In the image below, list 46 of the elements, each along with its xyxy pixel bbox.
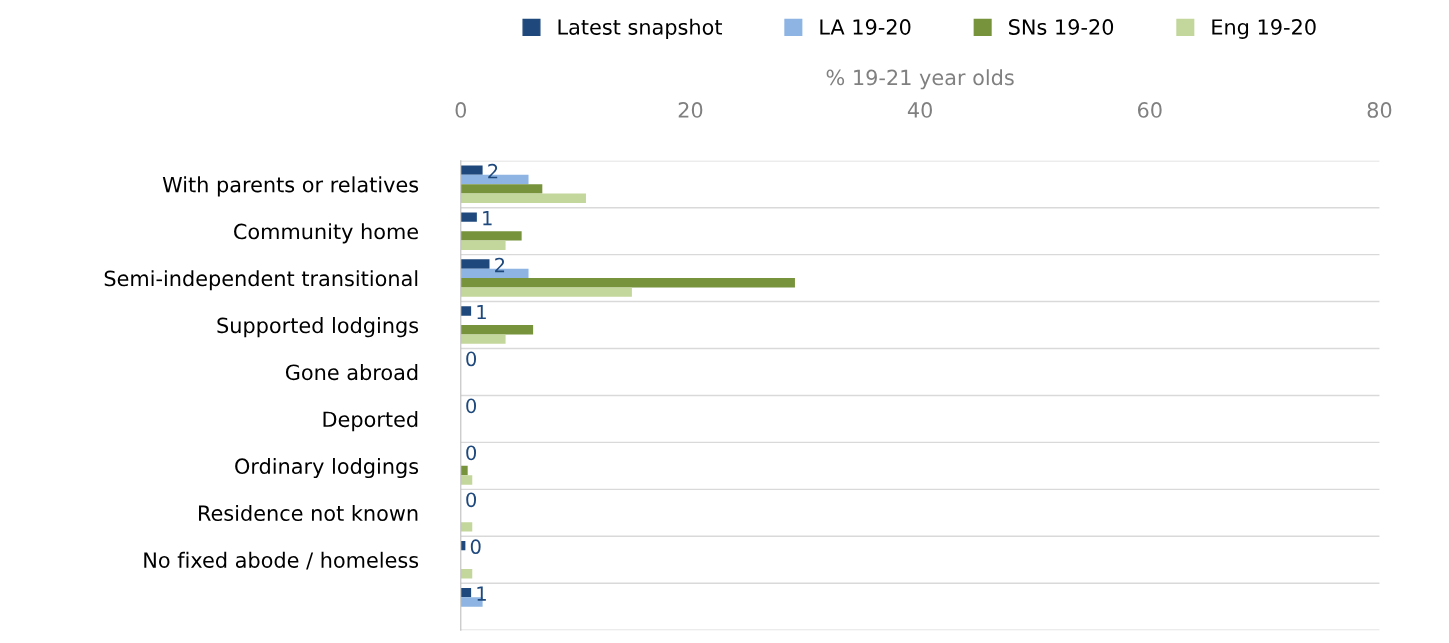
y-tick-label: Residence not known [199, 504, 418, 521]
data-label: 0 [466, 351, 477, 367]
x-tick-label: 0 [455, 102, 467, 118]
data-label: 0 [466, 445, 477, 461]
y-tick-label: Gone abroad [285, 364, 418, 381]
bar [460, 306, 472, 316]
x-axis-title: % 19-21 year olds [826, 69, 1014, 90]
legend-label: LA 19-20 [820, 19, 911, 35]
bar [460, 278, 795, 288]
legend-label: SNs 19-20 [1009, 19, 1114, 35]
x-tick-label: 80 [1367, 102, 1392, 118]
bar [460, 212, 477, 222]
data-label: 1 [477, 586, 486, 601]
bar [460, 475, 473, 485]
x-tick-label: 40 [907, 102, 932, 118]
x-tick-label: 20 [678, 102, 703, 118]
bar [460, 569, 473, 579]
legend-label: Eng 19-20 [1212, 19, 1316, 39]
data-label: 0 [466, 492, 477, 508]
bar [460, 522, 473, 532]
data-label: 1 [483, 211, 492, 226]
bar [460, 334, 506, 344]
data-label: 0 [466, 398, 477, 414]
y-tick-label: Deported [323, 411, 418, 432]
y-tick-label: Community home [234, 223, 419, 244]
bar [460, 287, 632, 297]
data-label: 0 [470, 539, 481, 555]
x-tick-label: 60 [1137, 102, 1162, 118]
y-tick-label: No fixed abode / homeless [144, 551, 419, 570]
bar [460, 231, 522, 241]
bar [460, 587, 472, 598]
bar [460, 259, 490, 269]
y-tick-label: With parents or relatives [162, 176, 419, 197]
bar [460, 184, 543, 194]
legend-label: Latest snapshot [558, 18, 723, 39]
y-tick-label: Supported lodgings [217, 317, 419, 338]
bar [460, 240, 506, 250]
data-label: 2 [488, 163, 498, 179]
bar [460, 325, 534, 335]
data-label: 1 [477, 304, 486, 320]
y-tick-label: Ordinary lodgings [235, 457, 419, 479]
data-label: 2 [495, 257, 505, 273]
y-tick-label: Semi-independent transitional [104, 270, 418, 291]
bar [460, 193, 586, 203]
bar [460, 465, 468, 476]
bar [460, 165, 483, 175]
